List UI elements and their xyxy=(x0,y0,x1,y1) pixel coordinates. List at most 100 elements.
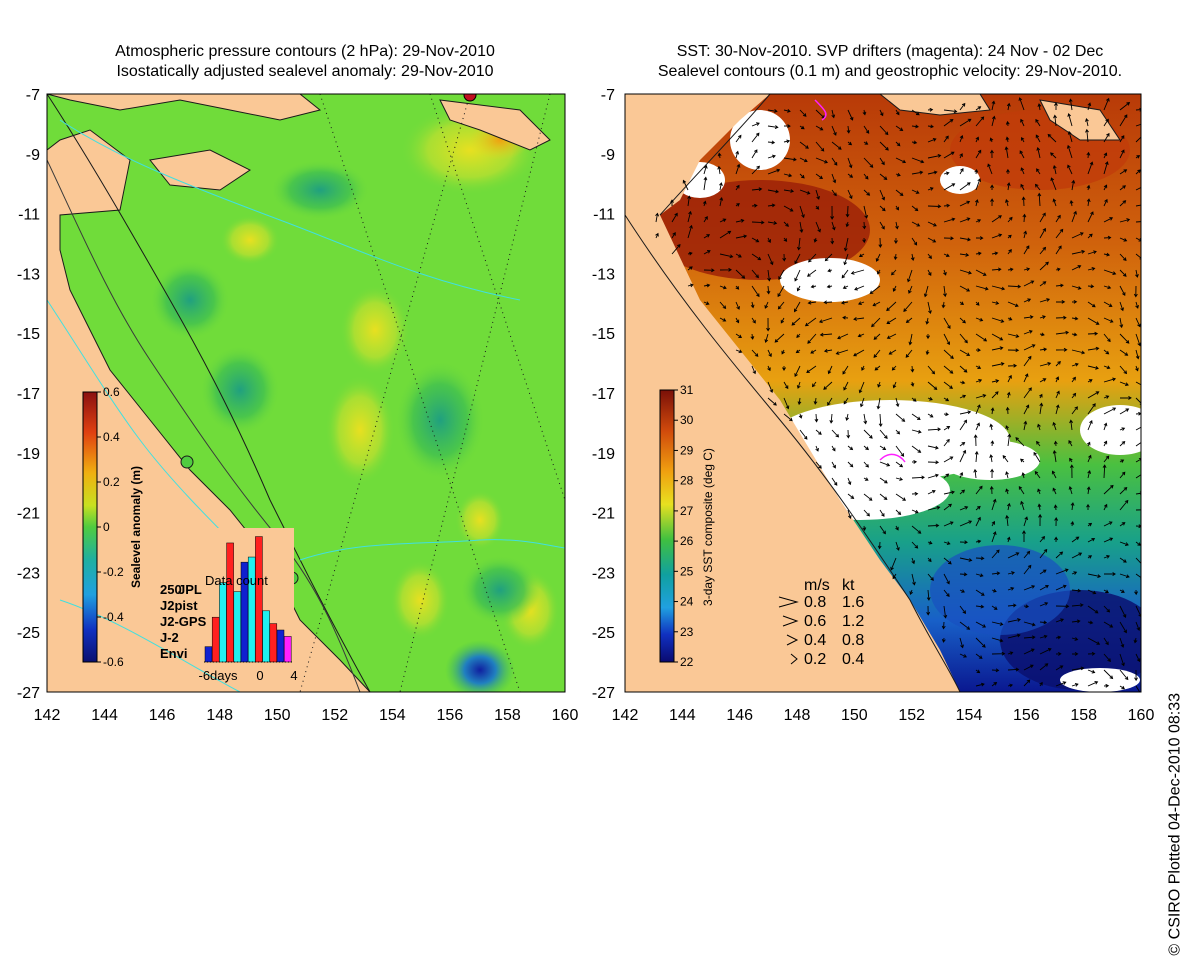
velocity-arrow xyxy=(1119,200,1127,207)
velocity-arrow xyxy=(959,572,968,577)
velocity-arrow xyxy=(751,220,765,225)
left-colorbar-label: Sealevel anomaly (m) xyxy=(129,466,143,588)
velocity-arrow xyxy=(989,137,994,143)
velocity-arrow xyxy=(1023,267,1031,272)
velocity-arrow xyxy=(1135,685,1141,692)
velocity-arrow xyxy=(783,108,791,113)
velocity-arrow xyxy=(1085,128,1089,143)
velocity-arrow xyxy=(783,381,789,390)
velocity-arrow xyxy=(1015,437,1025,447)
velocity-arrow xyxy=(879,429,888,439)
velocity-arrow xyxy=(1087,346,1100,351)
velocity-arrow xyxy=(991,215,1002,223)
x-tick-label: 158 xyxy=(494,707,521,724)
velocity-arrow xyxy=(1007,667,1020,672)
velocity-arrow xyxy=(911,109,920,116)
velocity-arrow xyxy=(1023,621,1036,627)
velocity-arrow xyxy=(1135,426,1141,431)
velocity-arrow xyxy=(943,365,954,374)
velocity-arrow xyxy=(1039,347,1048,352)
velocity-arrow xyxy=(1119,301,1124,312)
velocity-arrow xyxy=(703,176,708,191)
copyright-stamp: © CSIRO Plotted 04-Dec-2010 08:33 xyxy=(1167,693,1184,956)
velocity-arrow xyxy=(687,251,693,256)
velocity-scale-arrow xyxy=(782,615,799,627)
velocity-arrow xyxy=(798,413,803,419)
velocity-arrow xyxy=(973,468,978,479)
velocity-arrow xyxy=(735,134,742,143)
velocity-arrow xyxy=(1037,488,1041,495)
velocity-arrow xyxy=(1007,348,1020,353)
velocity-arrow xyxy=(1103,407,1117,415)
velocity-arrow xyxy=(1071,300,1078,304)
velocity-arrow xyxy=(1020,500,1025,511)
velocity-arrow xyxy=(863,477,869,481)
velocity-arrow xyxy=(991,251,999,256)
velocity-arrow xyxy=(1071,552,1083,559)
velocity-arrow xyxy=(1006,102,1011,111)
velocity-arrow xyxy=(1023,585,1036,591)
velocity-arrow xyxy=(804,317,817,327)
velocity-arrow xyxy=(892,573,897,580)
velocity-arrow xyxy=(991,115,996,127)
velocity-arrow xyxy=(959,134,964,143)
velocity-arrow xyxy=(1087,555,1093,559)
velocity-arrow xyxy=(1006,168,1010,175)
velocity-arrow xyxy=(975,589,985,596)
colorbar-tick-label: 0.4 xyxy=(103,430,120,444)
velocity-arrow xyxy=(1119,669,1129,681)
velocity-arrow xyxy=(719,196,724,207)
velocity-arrow xyxy=(1006,391,1011,399)
velocity-arrow xyxy=(1119,102,1131,111)
velocity-arrow xyxy=(943,135,949,143)
velocity-arrow xyxy=(783,124,791,128)
velocity-ms-value: 0.8 xyxy=(804,594,826,611)
velocity-arrow xyxy=(1007,552,1020,559)
velocity-arrow xyxy=(991,317,1005,323)
velocity-arrow xyxy=(1087,233,1093,239)
velocity-arrow xyxy=(1023,387,1032,399)
velocity-arrow xyxy=(774,333,785,343)
velocity-arrow xyxy=(879,173,888,180)
velocity-arrow xyxy=(975,219,982,223)
velocity-arrow xyxy=(1070,502,1075,511)
velocity-arrow xyxy=(1053,504,1058,511)
velocity-arrow xyxy=(1087,301,1096,308)
velocity-arrow xyxy=(943,589,950,597)
velocity-arrow xyxy=(1087,620,1094,625)
velocity-arrow xyxy=(831,477,838,486)
velocity-arrow xyxy=(1039,620,1048,625)
velocity-arrow xyxy=(1055,245,1062,255)
velocity-arrow xyxy=(959,441,966,447)
velocity-ms-value: 0.4 xyxy=(804,632,826,649)
inset-legend-item: Envi xyxy=(160,646,187,661)
velocity-arrow xyxy=(1119,459,1125,463)
velocity-arrow xyxy=(1135,509,1141,511)
velocity-arrow xyxy=(1119,253,1127,262)
velocity-arrow xyxy=(1022,530,1026,542)
velocity-arrow xyxy=(877,381,881,388)
velocity-arrow xyxy=(767,168,781,175)
velocity-arrow xyxy=(991,531,997,543)
velocity-arrow xyxy=(1119,218,1131,223)
velocity-arrow xyxy=(991,498,997,511)
velocity-arrow xyxy=(1055,390,1060,399)
velocity-arrow xyxy=(1087,250,1097,255)
velocity-arrow xyxy=(892,285,897,292)
colorbar-tick-label: -0.4 xyxy=(103,610,124,624)
velocity-arrow xyxy=(1087,537,1096,543)
velocity-arrow xyxy=(829,413,834,424)
velocity-arrow xyxy=(1119,285,1126,296)
velocity-arrow xyxy=(926,334,930,340)
velocity-arrow xyxy=(1052,198,1057,207)
velocity-arrow xyxy=(1023,280,1035,287)
velocity-arrow xyxy=(670,199,674,206)
velocity-arrow xyxy=(975,604,985,609)
velocity-arrow xyxy=(975,106,982,111)
velocity-arrow xyxy=(1071,603,1084,608)
velocity-arrow xyxy=(1119,317,1124,329)
velocity-arrow xyxy=(895,461,904,468)
velocity-arrow xyxy=(906,269,913,283)
velocity-arrow xyxy=(1087,589,1097,595)
velocity-arrow xyxy=(1103,365,1111,370)
